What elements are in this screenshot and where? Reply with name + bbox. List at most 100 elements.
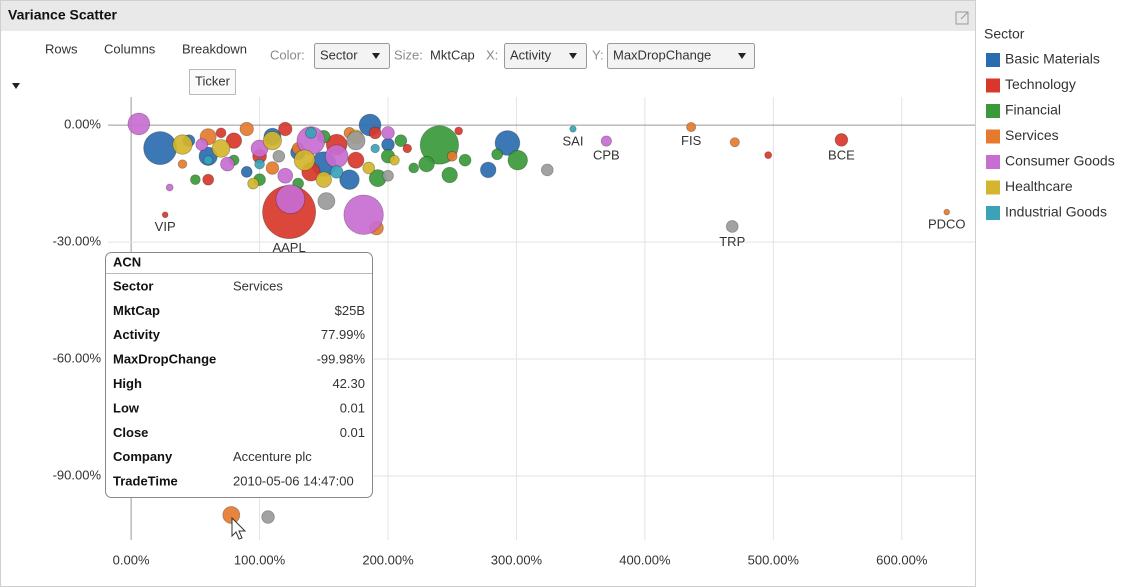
bubble [494,130,521,156]
x-tick-label: 400.00% [619,552,671,567]
legend-swatch [986,129,1000,144]
tooltip-value: 0.01 [340,425,365,440]
x-tick-label: 500.00% [748,552,800,567]
legend-swatch [986,53,1000,67]
bubble [278,121,293,137]
color-label: Color: [270,47,305,62]
bubble [324,144,349,169]
tooltip-value: -99.98% [317,352,366,367]
legend-swatch [986,206,1000,220]
bubble [161,211,169,219]
y-dropdown[interactable] [607,43,755,69]
expand-icon[interactable] [955,11,969,25]
bubble [686,121,697,133]
y-tick-label: -60.00% [53,350,102,365]
bubble [725,220,739,233]
bubble [239,121,254,137]
x-tick-label: 300.00% [491,552,543,567]
collapse-arrow[interactable] [12,83,20,89]
tooltip-key: Sector [113,278,153,293]
columns-button[interactable]: Columns [104,41,156,56]
tooltip-value: 42.30 [332,376,365,391]
bubble [220,156,235,172]
panel-header [1,1,975,31]
tooltip-key: High [113,376,142,391]
y-dropdown-value: MaxDropChange [613,47,711,62]
bubble [272,149,286,163]
bubble [317,192,336,211]
bubble [389,154,400,166]
bubble [247,177,260,190]
bubble [569,125,577,133]
bubble [729,137,740,148]
y-tick-label: -90.00% [53,467,102,482]
color-dropdown[interactable] [314,43,390,69]
point-label: VIP [155,219,176,234]
bubble [293,149,316,171]
point-label: PDCO [928,216,966,231]
bubble [540,163,554,177]
dropdown-arrow [569,53,577,59]
rows-button[interactable]: Rows [45,41,78,56]
legend-swatch [986,180,1000,195]
bubble [408,162,420,174]
ticker-chip-label: Ticker [195,73,231,88]
ticker-chip[interactable] [189,69,236,95]
bubble [446,150,458,162]
bubble [222,506,241,524]
dropdown-arrow [738,53,746,59]
point-label: AAPL [272,240,305,255]
bubble [441,166,458,184]
bubble [418,155,435,173]
tooltip-key: Low [113,400,140,415]
bubble [454,126,463,136]
tooltip-value: 77.99% [321,327,366,342]
bubble [202,173,215,186]
bubble [491,148,504,161]
bubble [261,510,275,524]
panel-title: Variance Scatter [8,7,118,23]
legend-label: Basic Materials [1005,51,1100,67]
size-label: Size: [394,47,423,62]
tooltip: ACN Sector Services MktCap $25B Activity 77.9… [105,252,373,498]
bubble [254,158,265,170]
bubble [305,127,317,139]
bubble [275,184,306,214]
size-value[interactable]: MktCap [430,47,475,62]
bubble [368,126,382,140]
x-tick-label: 200.00% [362,552,414,567]
point-label: TRP [719,234,745,249]
x-label: X: [486,47,498,62]
dropdown-arrow [372,53,380,59]
legend-swatch [986,155,1000,169]
bubble [834,133,849,147]
bubble [402,143,412,154]
bubble [315,171,332,188]
x-tick-label: 0.00% [113,552,150,567]
legend-swatch [986,78,1000,93]
breakdown-button[interactable]: Breakdown [182,41,247,56]
bubble [190,174,201,186]
tooltip-value: $25B [335,303,365,318]
bubble [382,169,394,182]
bubble [600,135,612,147]
bubble [346,131,366,151]
bubble [458,153,472,167]
tooltip-value: Services [233,278,283,293]
legend-title: Sector [984,26,1025,42]
point-label: CPB [593,148,620,163]
x-dropdown[interactable] [504,43,587,69]
bubble [265,161,280,175]
x-dropdown-value: Activity [510,47,552,62]
y-label: Y: [592,47,604,62]
point-label: BCE [828,148,855,163]
tooltip-value: 0.01 [340,400,365,415]
point-label: SAI [562,134,583,149]
tooltip-title: ACN [113,254,141,269]
bubble [177,159,188,169]
bubble [343,194,384,235]
bubble [370,143,380,154]
bubble [225,132,243,149]
bubble [381,137,395,152]
color-dropdown-value: Sector [320,47,358,62]
